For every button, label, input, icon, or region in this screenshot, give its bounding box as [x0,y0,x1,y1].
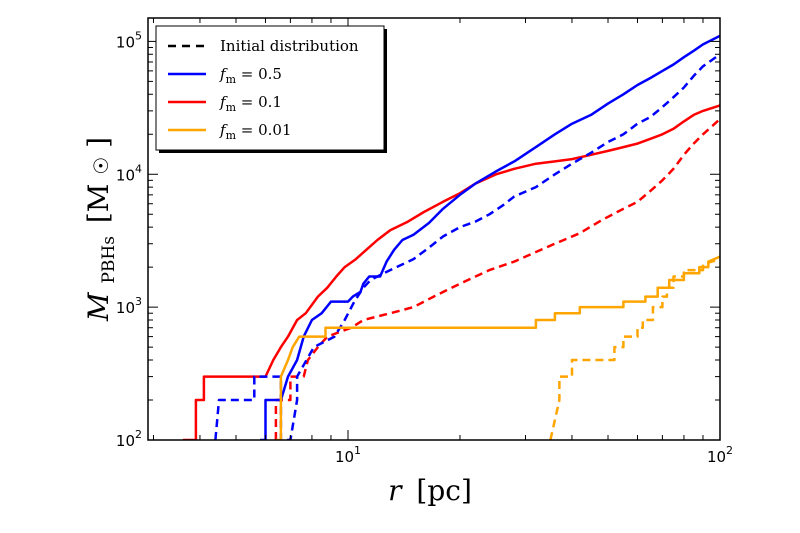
series-line-fm0.5-initial [214,53,720,440]
y-axis-label: M PBHs [M ☉ ] [82,137,121,322]
x-axis-unit: [pc] [416,474,471,507]
series-line-fm0.5-evolved [260,34,720,440]
ticks-layer: 101 102 102 103 104 105 [116,18,733,466]
series-line-fm0.1-initial [274,118,720,440]
legend: Initial distribution fm = 0.5 fm = 0.1 fm =… [155,25,387,153]
legend-label: fm = 0.1 [219,93,282,114]
y-axis-unit-sym: ☉ [89,157,113,175]
legend-label: fm = 0.5 [219,65,282,86]
series-line-fm0.01-initial [549,257,720,440]
legend-label: fm = 0.01 [219,121,292,142]
y-axis-sub: PBHs [99,236,119,283]
y-tick-label: 104 [116,162,142,184]
series-line-fm0.01-evolved [275,255,720,440]
series-line-fm0.1-evolved [182,104,720,440]
plot-frame [147,17,721,441]
x-tick-label: 102 [707,444,733,466]
legend-label: Initial distribution [220,37,359,55]
y-tick-label: 105 [116,29,142,51]
y-axis-var: M [82,291,115,322]
x-axis-var: r [388,474,403,507]
x-axis-label: r [pc] [388,474,472,507]
x-tick-label: 101 [335,444,361,466]
y-tick-label: 102 [116,428,142,450]
y-axis-unit-close: ] [82,137,115,148]
y-tick-label: 103 [116,295,142,317]
y-axis-unit-open: [M [82,184,115,224]
series-layer [182,34,720,440]
